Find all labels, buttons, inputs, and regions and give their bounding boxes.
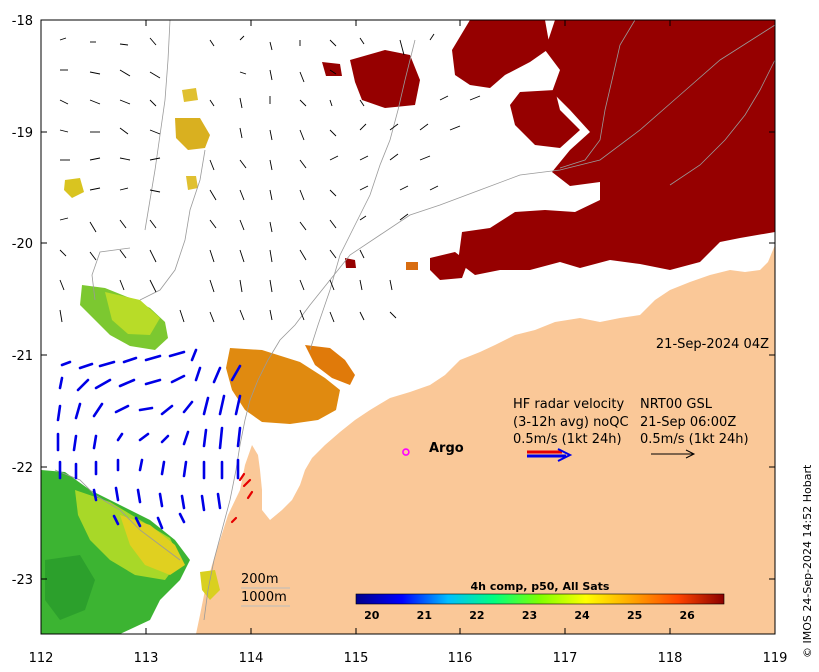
credit-block: © IMOS 24-Sep-2024 14:52 Hobart <box>801 464 814 658</box>
colorbar-title: 4h comp, p50, All Sats <box>471 580 610 593</box>
legend-line3-left: 0.5m/s (1kt 24h) <box>513 432 622 447</box>
contour-label-200m: 200m <box>241 572 278 587</box>
tick-marks <box>40 19 776 634</box>
land-mass <box>196 245 775 634</box>
sst-patch-green <box>41 285 220 634</box>
colorbar-tick-label: 26 <box>680 609 696 622</box>
colorbar-gradient <box>355 593 725 605</box>
legend-arrow-red-blue <box>527 448 573 462</box>
colorbar-tick-label: 25 <box>627 609 642 622</box>
hf-radar-legend: HF radar velocity NRT00 GSL (3-12h avg) … <box>513 397 749 462</box>
colorbar-tick-label: 24 <box>574 609 590 622</box>
contour-label-1000m: 1000m <box>241 590 287 605</box>
y-tick-label: -21 <box>12 349 33 364</box>
plot-frame <box>40 19 776 635</box>
contour-legend: 200m 1000m <box>241 572 290 607</box>
hf-radar-vectors-red <box>230 472 254 524</box>
x-tick-label: 119 <box>763 651 788 666</box>
colorbar-tick-label: 23 <box>522 609 537 622</box>
x-tick-label: 116 <box>448 651 473 666</box>
timestamp-label: 21-Sep-2024 04Z <box>656 337 769 352</box>
y-tick-label: -22 <box>12 461 33 476</box>
colorbar-tick-label: 22 <box>469 609 484 622</box>
legend-line1-left: HF radar velocity <box>513 397 625 412</box>
current-arrows-black <box>59 33 481 323</box>
x-tick-label: 112 <box>29 651 54 666</box>
argo-float-marker <box>402 448 410 456</box>
x-tick-label: 114 <box>239 651 264 666</box>
x-tick-label: 118 <box>658 651 683 666</box>
colorbar-ticks: 20 21 22 23 24 25 26 <box>364 609 695 622</box>
x-tick-label: 115 <box>344 651 369 666</box>
colorbar-tick-label: 20 <box>364 609 380 622</box>
hf-radar-vectors-blue <box>56 348 242 530</box>
legend-line1-right: NRT00 GSL <box>640 397 713 412</box>
credit-text: © IMOS 24-Sep-2024 14:52 Hobart <box>801 464 814 658</box>
y-tick-label: -23 <box>12 573 33 588</box>
sst-patch-warm <box>64 88 418 424</box>
legend-line2-right: 21-Sep 06:00Z <box>640 415 736 430</box>
y-tick-label: -19 <box>12 126 33 141</box>
legend-line3-right: 0.5m/s (1kt 24h) <box>640 432 749 447</box>
y-tick-label: -20 <box>12 237 33 252</box>
bathymetry-contours <box>54 19 776 621</box>
legend-line2-left: (3-12h avg) noQC <box>513 415 629 430</box>
colorbar: 4h comp, p50, All Sats 20 21 22 23 24 25 26 <box>355 580 725 622</box>
legend-arrow-black <box>651 449 696 459</box>
argo-label: Argo <box>429 441 464 456</box>
y-tick-label: -18 <box>12 14 33 29</box>
y-axis-labels: -18 -19 -20 -21 -22 -23 <box>12 14 33 588</box>
x-tick-label: 113 <box>134 651 159 666</box>
x-axis-labels: 112 113 114 115 116 117 118 119 <box>29 651 788 666</box>
x-tick-label: 117 <box>553 651 578 666</box>
colorbar-tick-label: 21 <box>417 609 432 622</box>
